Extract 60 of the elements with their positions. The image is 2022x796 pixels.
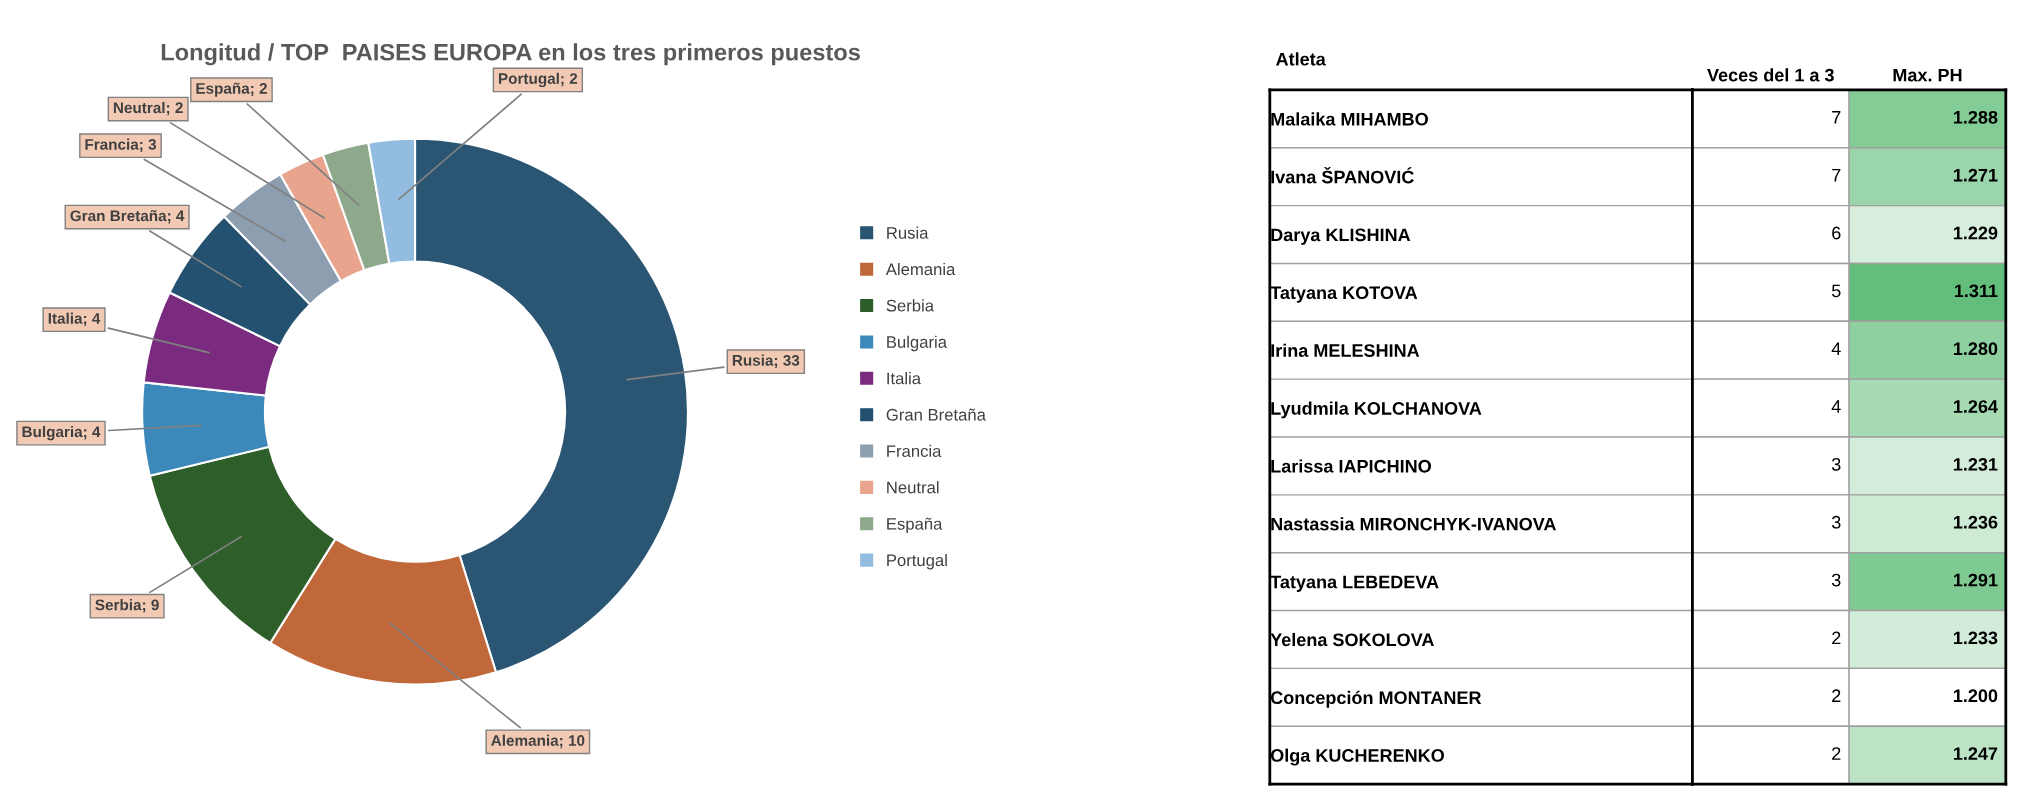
y-tick-label: Irina MELESHINA <box>1271 343 1420 357</box>
data-label: 5 <box>1831 284 1841 298</box>
data-label: Rusia; 33 <box>732 354 800 368</box>
data-label: 1.291 <box>1953 573 1998 587</box>
y-tick-label: Olga KUCHERENKO <box>1270 748 1444 766</box>
y-axis-title: Atleta <box>1276 52 1326 66</box>
data-label: 7 <box>1832 111 1841 124</box>
y-tick-label: Malaika MIHAMBO <box>1271 112 1428 126</box>
data-label: 3 <box>1831 515 1841 529</box>
data-label: 1.280 <box>1953 342 1998 356</box>
data-label: Alemania; 10 <box>491 734 585 749</box>
data-label: 6 <box>1832 226 1841 240</box>
legend-label: Italia <box>887 372 922 385</box>
data-label: Serbia; 9 <box>95 599 159 613</box>
legend-label: Francia <box>887 444 942 458</box>
data-label: 7 <box>1832 168 1841 182</box>
data-label: Gran Bretaña; 4 <box>70 210 185 224</box>
y-tick-label: Tatyana KOTOVA <box>1270 286 1418 303</box>
data-label: 2 <box>1832 689 1841 702</box>
y-tick-label: Tatyana LEBEDEVA <box>1270 575 1439 592</box>
x-tick-label: Max. PH <box>1893 68 1962 82</box>
data-label: Bulgaria; 4 <box>22 425 101 441</box>
legend-label: Rusia <box>887 226 929 239</box>
data-label: 4 <box>1831 400 1841 413</box>
data-label: 3 <box>1831 457 1841 471</box>
data-label: 3 <box>1831 573 1841 587</box>
data-label: 1.311 <box>1954 284 1998 298</box>
y-tick-label: Ivana ŠPANOVIĆ <box>1271 167 1414 184</box>
legend-label: Neutral <box>887 481 939 494</box>
data-label: España; 2 <box>196 82 267 97</box>
y-tick-label: Lyudmila KOLCHANOVA <box>1271 401 1482 419</box>
y-tick-label: Nastassia MIRONCHYK-IVANOVA <box>1271 517 1556 531</box>
legend-label: Bulgaria <box>887 335 947 352</box>
legend-label: Portugal <box>887 553 947 570</box>
data-label: 1.233 <box>1953 631 1998 645</box>
data-label: 1.271 <box>1953 168 1998 182</box>
legend-label: Alemania <box>885 262 956 276</box>
legend-label: Gran Bretaña <box>886 408 986 421</box>
data-label: 1.200 <box>1953 689 1998 703</box>
data-label: 2 <box>1832 747 1841 760</box>
y-tick-label: Yelena SOKOLOVA <box>1270 632 1434 647</box>
data-label: Francia; 3 <box>85 138 157 152</box>
data-label: 1.229 <box>1953 226 1998 240</box>
y-tick-label: Concepción MONTANER <box>1270 690 1482 708</box>
data-label: Italia; 4 <box>48 312 101 327</box>
legend-label: España <box>887 517 943 534</box>
data-label: 1.236 <box>1953 515 1998 529</box>
y-tick-label: Darya KLISHINA <box>1271 228 1411 245</box>
data-label: 1.247 <box>1953 747 1998 760</box>
data-label: 2 <box>1832 631 1841 645</box>
data-label: 1.264 <box>1953 400 1998 413</box>
data-label: Portugal; 2 <box>498 72 578 88</box>
data-label: 1.288 <box>1953 110 1998 124</box>
y-tick-label: Larissa IAPICHINO <box>1271 459 1431 473</box>
x-tick-label: Veces del 1 a 3 <box>1707 68 1834 82</box>
data-label: 4 <box>1831 342 1841 355</box>
data-label: 1.231 <box>1953 457 1998 471</box>
legend-label: Serbia <box>886 299 935 312</box>
chart-title: Longitud / TOP PAISES EUROPA en los tres primeros puestos <box>161 43 860 66</box>
data-label: Neutral; 2 <box>113 101 183 116</box>
